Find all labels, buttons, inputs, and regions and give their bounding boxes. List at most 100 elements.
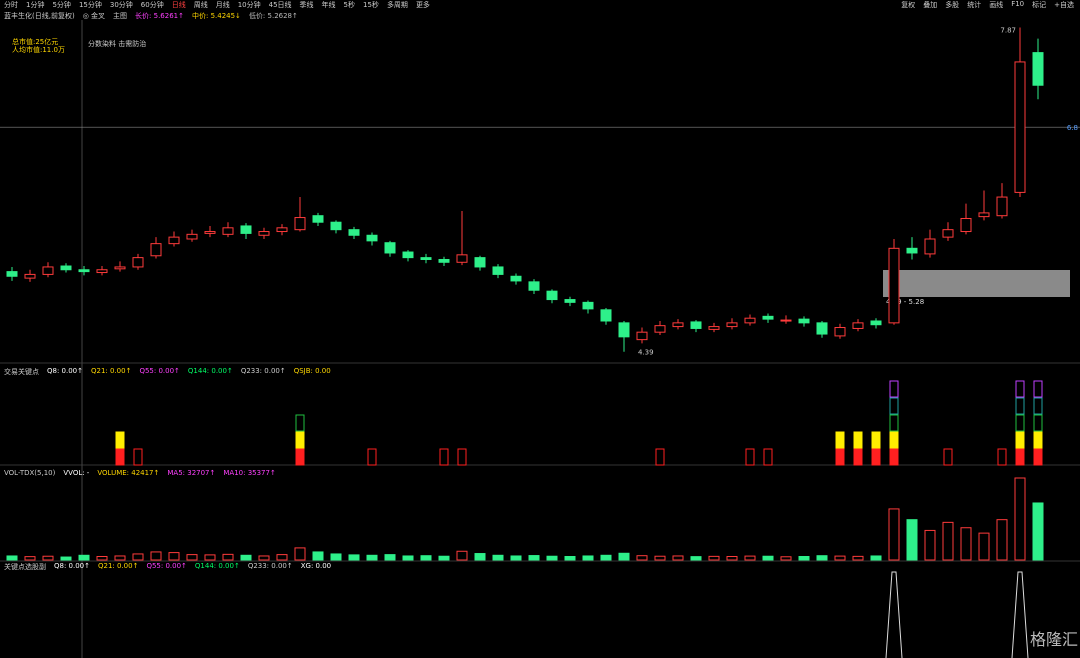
tool-button[interactable]: 叠加 [923,1,938,9]
key-point [1033,380,1043,398]
period-tab[interactable]: 45日线 [268,1,292,9]
tool-button[interactable]: 多股 [945,1,960,9]
period-tab[interactable]: 月线 [215,1,230,9]
volume-bar [456,550,468,561]
volume-bar [348,554,360,561]
avg-cap: 人均市值:11.0万 [12,45,65,54]
candle-body [6,271,18,277]
tool-button[interactable]: +自选 [1054,1,1074,9]
volume-bar [330,553,342,561]
candle-body [474,257,486,268]
period-tab[interactable]: 日线 [171,1,186,9]
candle-body [690,321,702,329]
key-point [439,448,449,466]
candle-body [600,309,612,322]
candle-body [762,315,774,320]
candle-body [78,269,90,273]
period-tab[interactable]: 30分钟 [109,1,133,9]
candle-body [888,247,900,324]
key-point [943,448,953,466]
period-tab[interactable]: 多周期 [386,1,408,9]
volume-bar [708,555,720,561]
volume-bar [438,555,450,561]
candle-body [492,266,504,275]
panel-part: Q8: 0.00↑ [54,562,90,570]
volume-bar [960,527,972,561]
period-tab[interactable]: 5秒 [343,1,356,9]
candle-body [186,233,198,240]
panel-part: MA10: 35377↑ [223,469,276,477]
key-point [871,431,881,449]
candle-body [708,326,720,330]
key-point [871,448,881,466]
volume-bar [312,551,324,561]
key-point [457,448,467,466]
panel-label: VOL-TDX(5,10) VVOL: - VOLUME: 42417↑ MA5: 3… [4,469,276,477]
volume-bar [942,521,954,561]
key-point [295,431,305,449]
candle-body [528,281,540,291]
period-tab[interactable]: 15秒 [363,1,379,9]
candle-body [618,322,630,338]
candle-body [24,273,36,279]
volume-bar [24,556,36,561]
candle-body [384,242,396,254]
volume-bar [132,553,144,561]
volume-bar [42,555,54,561]
period-tab[interactable]: 15分钟 [78,1,102,9]
key-point [1015,380,1025,398]
key-point [1033,397,1043,415]
volume-bar [168,552,180,561]
candle-body [438,258,450,263]
xg-line [1011,571,1029,658]
volume-bar [726,556,738,561]
volume-bar [816,555,828,561]
period-tab[interactable]: 10分钟 [237,1,261,9]
panel-part: Q144: 0.00↑ [194,562,240,570]
panel-part: MA5: 32707↑ [167,469,216,477]
period-tab[interactable]: 更多 [415,1,430,9]
key-point [295,414,305,432]
volume-bar [924,529,936,561]
period-tab[interactable]: 季线 [299,1,314,9]
period-tab[interactable]: 5分钟 [52,1,71,9]
candle-body [258,231,270,236]
candle-body [240,225,252,234]
period-tab[interactable]: 1分钟 [26,1,45,9]
stock-bar: 蓝丰生化(日线,前复权) ◎ 金叉 主图 长价: 5.6261↑ 中价: 5.4245↓… [4,11,298,21]
volume-bar [150,551,162,561]
volume-bar [258,555,270,561]
key-point [1033,414,1043,432]
candle-body [564,299,576,303]
volume-bar [744,555,756,561]
volume-bar [906,519,918,561]
panel-part: Q55: 0.00↑ [139,367,180,375]
volume-bar [6,555,18,561]
panel-part: Q21: 0.00↑ [91,367,132,375]
key-point [889,414,899,432]
panel-part: 关键点选股副 [4,563,46,571]
high-label: 7.87 [1000,26,1016,34]
low-label: 4.39 [638,349,654,357]
period-tab[interactable]: 年线 [321,1,336,9]
toolbar: 分时 1分钟 5分钟 15分钟 30分钟 60分钟 日线 周线 月线 10分钟 45日线 季线 年线 5秒… [4,0,430,10]
candle-body [456,254,468,263]
period-tab[interactable]: 周线 [193,1,208,9]
tool-button[interactable]: 画线 [989,1,1004,9]
volume-bar [996,519,1008,561]
volume-bar [600,554,612,561]
volume-bar [510,555,522,561]
tool-button[interactable]: 统计 [967,1,982,9]
volume-bar [294,547,306,561]
candle-body [330,221,342,231]
tool-button[interactable]: 标记 [1032,1,1047,9]
panel-part: Q233: 0.00↑ [240,367,286,375]
volume-bar [366,554,378,561]
tool-button[interactable]: F10 [1011,0,1025,8]
panel-part: Q55: 0.00↑ [146,562,187,570]
period-tab[interactable]: 60分钟 [140,1,164,9]
volume-bar [690,556,702,561]
tool-button[interactable]: 复权 [901,1,916,9]
period-tab[interactable]: 分时 [4,1,18,9]
